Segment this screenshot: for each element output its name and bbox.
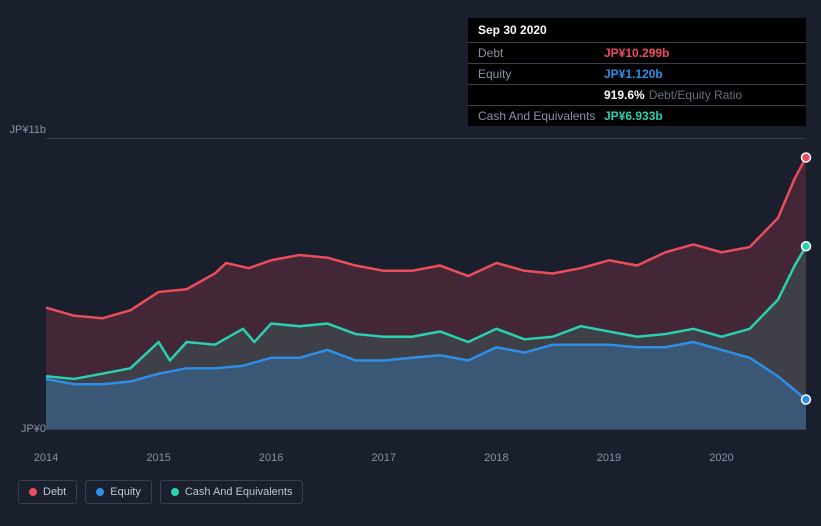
tooltip-row-label: Debt (478, 46, 604, 60)
x-axis-tick-label: 2014 (21, 452, 71, 464)
tooltip-row: Cash And EquivalentsJP¥6.933b (468, 105, 806, 126)
tooltip-row-value: JP¥10.299b (604, 46, 669, 60)
plot-area (46, 138, 806, 430)
tooltip-row: 919.6% Debt/Equity Ratio (468, 84, 806, 105)
legend-item[interactable]: Debt (18, 480, 77, 504)
legend-item[interactable]: Cash And Equivalents (160, 480, 304, 504)
x-axis-tick-label: 2015 (134, 452, 184, 464)
x-axis-tick-label: 2018 (471, 452, 521, 464)
y-axis-max-label: JP¥11b (0, 124, 46, 136)
x-axis-tick-label: 2016 (246, 452, 296, 464)
tooltip-row: EquityJP¥1.120b (468, 63, 806, 84)
debt-equity-chart[interactable]: JP¥11b JP¥0 2014201520162017201820192020 (16, 120, 806, 455)
legend-label: Debt (43, 486, 66, 498)
series-marker (802, 242, 811, 251)
tooltip-row: DebtJP¥10.299b (468, 42, 806, 63)
x-axis-tick-label: 2020 (697, 452, 747, 464)
tooltip-row-value: JP¥1.120b (604, 67, 663, 81)
x-axis-tick-label: 2019 (584, 452, 634, 464)
tooltip-date: Sep 30 2020 (468, 18, 806, 42)
legend-swatch (29, 488, 37, 496)
tooltip-row-label: Cash And Equivalents (478, 109, 604, 123)
tooltip-row-value: 919.6% (604, 88, 645, 102)
legend-swatch (171, 488, 179, 496)
series-marker (802, 153, 811, 162)
chart-tooltip: Sep 30 2020 DebtJP¥10.299bEquityJP¥1.120… (468, 18, 806, 126)
tooltip-row-label: Equity (478, 67, 604, 81)
tooltip-row-label (478, 88, 604, 102)
y-axis-min-label: JP¥0 (0, 423, 46, 435)
tooltip-rows: DebtJP¥10.299bEquityJP¥1.120b919.6%Debt/… (468, 42, 806, 126)
series-marker (802, 395, 811, 404)
x-axis-tick-label: 2017 (359, 452, 409, 464)
tooltip-row-subtext: Debt/Equity Ratio (649, 88, 742, 102)
legend-label: Cash And Equivalents (185, 486, 293, 498)
chart-legend: Debt Equity Cash And Equivalents (18, 480, 303, 504)
legend-item[interactable]: Equity (85, 480, 152, 504)
legend-swatch (96, 488, 104, 496)
legend-label: Equity (110, 486, 141, 498)
tooltip-row-value: JP¥6.933b (604, 109, 663, 123)
